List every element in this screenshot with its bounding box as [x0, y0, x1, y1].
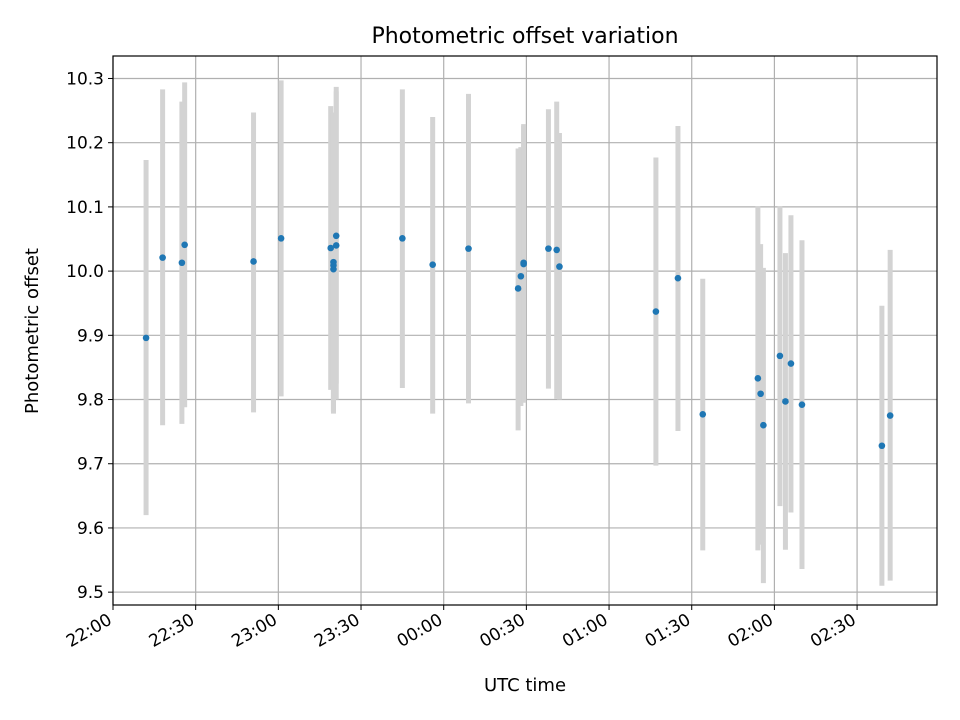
data-point	[553, 246, 560, 254]
data-point	[787, 360, 795, 367]
data-point	[250, 258, 257, 265]
y-tick-label: 9.8	[77, 391, 104, 411]
data-point	[514, 285, 522, 292]
data-point	[878, 442, 886, 450]
y-tick-label: 9.6	[77, 519, 104, 539]
data-point	[399, 235, 406, 242]
data-point	[760, 421, 767, 429]
y-tick-label: 9.9	[77, 326, 104, 346]
data-point	[332, 232, 340, 240]
data-point	[754, 375, 762, 382]
y-tick-label: 10.0	[66, 262, 104, 282]
data-points	[142, 232, 894, 450]
data-point	[142, 334, 150, 342]
data-point	[886, 412, 894, 419]
y-tick-label: 10.3	[66, 69, 104, 89]
data-point	[556, 263, 563, 270]
y-tick-label: 9.5	[77, 583, 104, 603]
data-point	[330, 262, 337, 269]
data-point	[178, 259, 186, 267]
y-tick-label: 10.2	[66, 134, 104, 154]
plot-frame	[112, 55, 938, 606]
data-point	[674, 274, 682, 282]
data-point	[699, 410, 707, 418]
data-point	[545, 245, 552, 252]
x-axis-label: UTC time	[484, 675, 566, 696]
data-point	[465, 245, 472, 252]
data-point	[332, 242, 340, 249]
data-point	[277, 235, 285, 242]
y-tick-label: 9.7	[77, 455, 104, 475]
data-point	[327, 244, 335, 252]
data-point	[776, 352, 784, 360]
data-point	[652, 308, 660, 315]
data-point	[782, 398, 789, 405]
chart-title: Photometric offset variation	[371, 24, 678, 49]
data-point	[181, 241, 188, 249]
data-point	[798, 401, 806, 408]
data-point	[429, 261, 436, 268]
data-point	[757, 390, 764, 398]
y-tick-label: 10.1	[66, 198, 104, 218]
data-point	[520, 259, 527, 267]
y-axis-label: Photometric offset	[22, 248, 43, 414]
data-point	[517, 272, 525, 280]
data-point	[159, 254, 166, 261]
y-axis-ticks: 9.5 9.6 9.7 9.8 9.9 10.0 10.1 10.2 10.3	[66, 69, 113, 603]
